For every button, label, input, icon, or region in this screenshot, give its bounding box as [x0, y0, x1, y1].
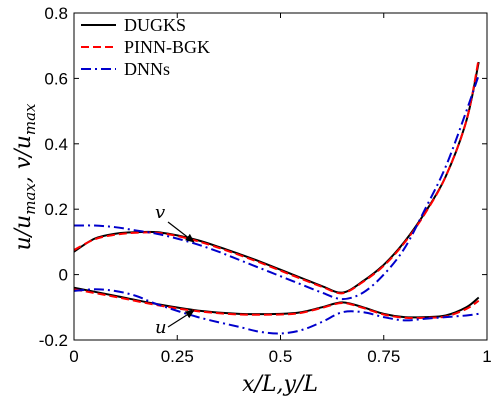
series-line-pinn-bgk-u: [74, 288, 480, 320]
annotation-arrow: [167, 310, 195, 328]
y-label-v: v: [11, 156, 36, 169]
y-tick-label: 0.8: [44, 4, 68, 23]
series-layer: [74, 58, 480, 335]
x-tick-label: 0.75: [367, 347, 400, 366]
series-line-pinn-bgk-v: [74, 58, 480, 295]
y-tick-label: 0: [59, 266, 68, 285]
y-axis-label: u/umax, v/umax: [11, 103, 39, 251]
y-tick-label: 0.2: [44, 200, 68, 219]
y-label-slash-2: /: [11, 147, 36, 159]
series-line-dnns-u: [74, 288, 479, 335]
y-label-slash-1: /: [11, 226, 36, 238]
series-line-dugks-v: [74, 61, 480, 294]
legend-label: PINN-BGK: [124, 37, 210, 57]
y-label-subscript-2: max: [21, 103, 39, 135]
y-label-u: u: [11, 236, 36, 250]
series-line-dnns-v: [74, 74, 480, 301]
annotation-arrow: [167, 221, 195, 243]
legend-label: DUGKS: [124, 15, 186, 35]
x-axis-label: x/L,y/L: [242, 372, 318, 397]
y-label-u-3: u: [11, 135, 36, 149]
legend-label: DNNs: [124, 59, 170, 79]
x-tick-label: 1: [482, 347, 491, 366]
y-tick-label: -0.2: [39, 331, 68, 350]
y-tick-label: 0.4: [44, 135, 68, 154]
ticks-layer: 0 0.25 0.5 0.75 1-0.200.20.40.60.8: [39, 4, 492, 366]
y-tick-label: 0.6: [44, 69, 68, 88]
annotations: vu: [155, 202, 195, 338]
y-label-comma: ,: [11, 169, 36, 183]
annotation-label: v: [155, 202, 165, 223]
x-tick-label: 0.5: [269, 347, 293, 366]
y-label-u-2: u: [11, 215, 36, 229]
annotation-label: u: [155, 317, 167, 338]
x-tick-label: 0: [69, 347, 78, 366]
x-tick-label: 0.25: [161, 347, 194, 366]
series-line-dugks-u: [74, 286, 480, 319]
y-label-subscript-1: max: [21, 183, 39, 215]
